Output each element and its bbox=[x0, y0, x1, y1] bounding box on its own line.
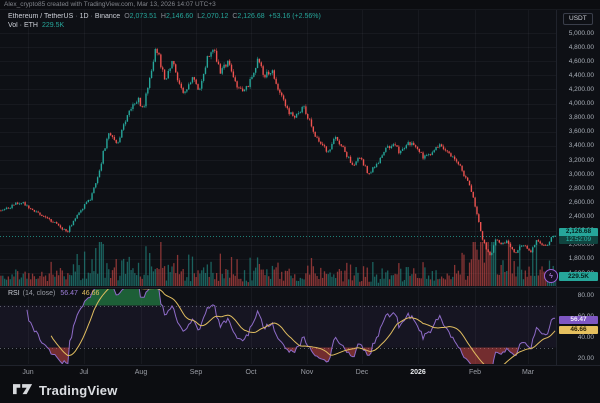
rsi-ma-axis-badge: 46.66 bbox=[559, 326, 598, 334]
price-axis-label: 4,400.00 bbox=[568, 71, 594, 79]
attribution-text: Alex_crypto85 created with TradingView.c… bbox=[0, 0, 600, 10]
rsi-axis-label: 80.00 bbox=[577, 291, 594, 299]
rsi-legend: RSI (14, close) 56.47 46.66 bbox=[8, 290, 99, 297]
bar-countdown: 12:52:09 bbox=[559, 236, 598, 244]
ohlc-value: 2,146.60 bbox=[165, 13, 194, 20]
price-axis[interactable]: USDT 5,000.00 4,800.00 4,600.00 4,400.00 4,2… bbox=[556, 10, 600, 378]
ohlc-prefix: L bbox=[197, 13, 202, 20]
rsi-axis-label: 20.00 bbox=[577, 354, 594, 362]
ohlc-prefix: C bbox=[232, 13, 238, 20]
price-axis-label: 4,800.00 bbox=[568, 43, 594, 51]
time-axis-label: Feb bbox=[468, 369, 482, 376]
interval-label[interactable]: 1D bbox=[79, 13, 89, 20]
rsi-ma-value: 46.66 bbox=[81, 290, 100, 297]
time-axis-label: 2026 bbox=[410, 369, 426, 376]
currency-usdt-button[interactable]: USDT bbox=[563, 13, 593, 25]
price-axis-label: 3,800.00 bbox=[568, 114, 594, 122]
rsi-title[interactable]: RSI bbox=[8, 290, 20, 297]
price-axis-label: 2,600.00 bbox=[568, 198, 594, 206]
last-price-badge: 2,126.68 12:52:09 bbox=[559, 228, 598, 244]
rsi-params: (14, close) bbox=[22, 290, 56, 297]
time-axis-label: Jun bbox=[22, 369, 34, 376]
sticker-glyph: ϟ bbox=[549, 272, 553, 280]
last-price-value: 2,126.68 bbox=[559, 228, 598, 236]
ohlc-value: 2,073.51 bbox=[129, 13, 157, 20]
time-axis-label: Dec bbox=[355, 369, 369, 376]
footer-bar: TradingView bbox=[0, 378, 600, 403]
symbol-title[interactable]: Ethereum / TetherUS bbox=[8, 13, 74, 20]
volume-legend-label[interactable]: Vol · ETH bbox=[8, 22, 38, 29]
volume-axis-badge: 229.5K bbox=[559, 272, 598, 281]
price-axis-label: 3,200.00 bbox=[568, 156, 594, 164]
legend-separator: · bbox=[75, 13, 78, 20]
tradingview-logo-icon[interactable] bbox=[13, 384, 33, 397]
rsi-value: 56.47 bbox=[60, 290, 78, 297]
price-axis-label: 4,000.00 bbox=[568, 100, 594, 108]
change-value: +53.16 (+2.56%) bbox=[268, 13, 321, 20]
volume-legend: Vol · ETH 229.5K bbox=[8, 22, 64, 29]
time-axis-label: Nov bbox=[300, 369, 314, 376]
time-axis[interactable]: Jun Jul Aug Sep Oct Nov Dec 2026 Feb Mar bbox=[0, 365, 600, 378]
price-axis-label: 2,400.00 bbox=[568, 213, 594, 221]
time-axis-label: Aug bbox=[134, 369, 148, 376]
legend-separator: · bbox=[90, 13, 93, 20]
price-axis-label: 2,000.00 bbox=[568, 241, 594, 249]
price-axis-label: 1,800.00 bbox=[568, 255, 594, 263]
tradingview-wordmark[interactable]: TradingView bbox=[39, 383, 118, 398]
rsi-axis-badge: 56.47 bbox=[559, 316, 598, 324]
price-axis-label: 4,600.00 bbox=[568, 57, 594, 65]
time-axis-label: Jul bbox=[79, 369, 89, 376]
price-axis-label: 4,200.00 bbox=[568, 85, 594, 93]
ohlc-value: 2,126.68 bbox=[237, 13, 265, 20]
exchange-label[interactable]: Binance bbox=[94, 13, 121, 20]
pane-divider-handle[interactable] bbox=[0, 287, 600, 288]
rsi-axis-label: 40.00 bbox=[577, 333, 594, 341]
ohlc-prefix: H bbox=[160, 13, 166, 20]
price-axis-label: 5,000.00 bbox=[568, 29, 594, 37]
time-axis-label: Mar bbox=[521, 369, 535, 376]
symbol-legend: Ethereum / TetherUS · 1D · Binance O2,073.51 H… bbox=[8, 13, 321, 20]
emoji-sticker-icon[interactable]: ϟ bbox=[544, 269, 558, 283]
time-axis-label: Sep bbox=[189, 369, 203, 376]
chart-area: Ethereum / TetherUS · 1D · Binance O2,073.51 H… bbox=[0, 10, 600, 378]
ohlc-values: O2,073.51 H2,146.60 L2,070.12 C2,126.68 bbox=[120, 13, 264, 20]
time-axis-label: Oct bbox=[245, 369, 257, 376]
price-axis-label: 3,000.00 bbox=[568, 170, 594, 178]
ohlc-value: 2,070.12 bbox=[201, 13, 229, 20]
price-axis-label: 2,800.00 bbox=[568, 184, 594, 192]
ohlc-prefix: O bbox=[124, 13, 130, 20]
volume-legend-value: 229.5K bbox=[41, 22, 65, 29]
price-axis-label: 3,400.00 bbox=[568, 142, 594, 150]
price-chart-canvas[interactable] bbox=[0, 10, 556, 365]
price-axis-label: 3,600.00 bbox=[568, 128, 594, 136]
